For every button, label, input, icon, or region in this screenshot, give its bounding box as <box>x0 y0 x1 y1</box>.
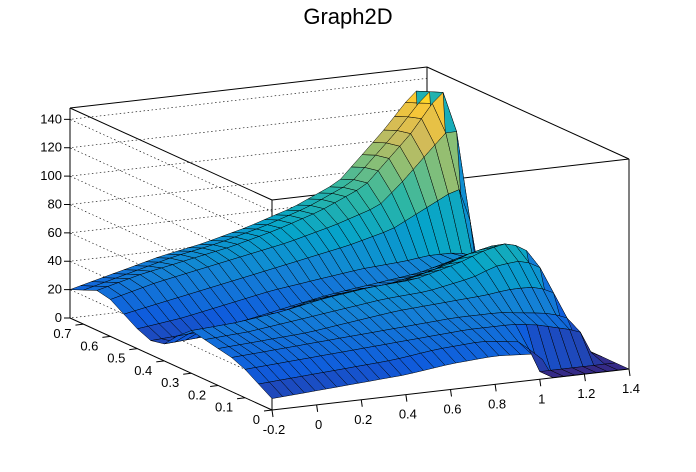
x-tick-label: 1.2 <box>577 386 595 401</box>
x-tick-label: 0.8 <box>488 396 506 411</box>
y-tick-label: 0.6 <box>80 338 98 353</box>
z-tick-label: 20 <box>48 282 62 297</box>
y-tick <box>156 360 165 363</box>
y-tick <box>75 323 84 326</box>
frame-edge-back-top <box>69 66 428 109</box>
surface-mesh <box>69 90 630 399</box>
y-tick-label: 0.4 <box>134 363 152 378</box>
frame-edge-left-bottom <box>69 317 273 411</box>
z-tick-label: 140 <box>40 111 62 126</box>
y-tick-label: 0.2 <box>188 387 206 402</box>
y-tick-label: 0.3 <box>161 375 179 390</box>
frame-edge-left-top <box>69 107 273 201</box>
y-tick-label: 0.7 <box>53 326 71 341</box>
y-tick <box>129 348 138 351</box>
x-tick-label: 1 <box>538 391 545 406</box>
x-tick-label: -0.2 <box>263 422 285 437</box>
y-tick <box>102 335 111 338</box>
x-tick <box>316 404 319 412</box>
y-tick <box>183 372 192 375</box>
x-tick-label: 0.4 <box>399 407 417 422</box>
z-tick-label: 60 <box>48 225 62 240</box>
x-tick-label: 0.2 <box>354 412 372 427</box>
x-tick <box>494 384 497 392</box>
z-tick-label: 100 <box>40 168 62 183</box>
y-tick-label: 0.1 <box>215 400 233 415</box>
y-tick <box>210 384 219 387</box>
x-tick <box>539 379 542 387</box>
x-tick-label: 1.4 <box>622 381 640 396</box>
y-tick-label: 0 <box>253 412 260 427</box>
x-tick <box>450 389 452 397</box>
x-tick <box>360 399 363 407</box>
y-tick <box>263 409 273 412</box>
x-tick <box>271 409 274 418</box>
x-tick-label: 0.6 <box>443 402 461 417</box>
z-tick-label: 80 <box>48 196 62 211</box>
z-tick-label: 0 <box>55 310 62 325</box>
chart-title: Graph2D <box>303 4 393 29</box>
x-tick <box>583 374 586 382</box>
z-tick-label: 40 <box>48 253 62 268</box>
y-tick <box>237 397 246 400</box>
x-tick <box>405 394 408 402</box>
y-tick-label: 0.5 <box>107 351 125 366</box>
frame-edge-right-top <box>426 66 630 160</box>
x-tick <box>628 368 631 377</box>
z-tick-label: 120 <box>40 140 62 155</box>
x-tick-label: 0 <box>315 417 322 432</box>
